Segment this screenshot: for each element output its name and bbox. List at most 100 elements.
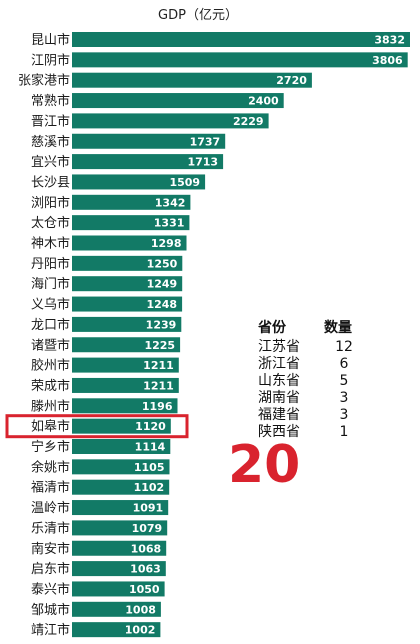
bar: [72, 337, 181, 353]
category-label: 温岭市: [31, 500, 70, 516]
summary-province: 山东省: [258, 373, 300, 389]
category-label: 昆山市: [31, 32, 70, 48]
bar: [72, 154, 224, 170]
bar: [72, 32, 410, 47]
bar: [72, 439, 171, 454]
category-label: 慈溪市: [31, 134, 70, 150]
summary-row: 湖南省 3: [258, 390, 364, 407]
bar: [72, 520, 168, 536]
bar: [72, 561, 166, 577]
category-label: 滕州市: [31, 398, 70, 414]
bar: [72, 622, 161, 638]
summary-province: 江苏省: [258, 339, 300, 355]
bar: [72, 174, 206, 190]
summary-row: 浙江省 6: [258, 356, 364, 373]
bar: [72, 255, 183, 271]
category-label: 诸暨市: [31, 337, 70, 353]
category-label: 常熟市: [31, 93, 70, 109]
value-label: 1737: [190, 135, 221, 148]
rank-annotation: 20: [228, 435, 300, 495]
category-label: 胶州市: [31, 358, 70, 374]
bar: [72, 398, 178, 414]
summary-province: 湖南省: [258, 390, 300, 406]
province-summary-table: 省份 数量 江苏省 12 浙江省 6 山东省 5 湖南省 3 福建省: [258, 320, 368, 441]
value-label: 3832: [374, 34, 405, 47]
bar: [72, 459, 170, 475]
value-label: 1196: [142, 400, 173, 413]
bar: [72, 93, 284, 109]
bar: [72, 540, 167, 556]
summary-header-province: 省份: [258, 320, 286, 336]
value-label: 1249: [147, 278, 178, 291]
category-label: 如皋市: [31, 419, 70, 435]
value-label: 1091: [133, 502, 164, 515]
summary-row: 江苏省 12: [258, 339, 364, 356]
bar: [72, 276, 183, 292]
value-label: 2720: [276, 74, 307, 87]
summary-province: 福建省: [258, 407, 300, 423]
category-label: 宁乡市: [31, 439, 70, 455]
summary-province: 浙江省: [258, 356, 300, 372]
value-label: 1068: [131, 542, 162, 555]
highlight-box: [5, 414, 189, 439]
summary-count: 12: [335, 339, 353, 355]
chart-title: GDP（亿元）: [158, 8, 238, 23]
summary-header-count: 数量: [324, 320, 352, 336]
bar: [72, 235, 187, 251]
bar: [72, 215, 190, 231]
value-label: 2229: [233, 115, 264, 128]
value-label: 1250: [147, 257, 178, 270]
value-label: 1002: [125, 624, 156, 637]
value-label: 1063: [130, 563, 161, 576]
summary-count: 3: [339, 390, 349, 406]
bar: [72, 601, 161, 617]
value-label: 1008: [125, 603, 156, 616]
value-label: 1298: [151, 237, 182, 250]
category-label: 邹城市: [31, 602, 70, 618]
value-label: 2400: [248, 95, 279, 108]
value-label: 1331: [154, 217, 185, 230]
value-label: 1102: [134, 481, 165, 494]
value-label: 1120: [135, 420, 166, 433]
value-label: 1239: [146, 318, 177, 331]
bar: [72, 357, 179, 373]
category-label: 浏阳市: [31, 195, 70, 211]
category-label: 靖江市: [31, 622, 70, 638]
summary-count: 5: [339, 373, 349, 389]
category-label: 太仓市: [31, 215, 70, 231]
bars-layer: [72, 32, 410, 638]
category-label: 宜兴市: [31, 154, 70, 170]
value-labels: 3832380627202400222917371713150913421331…: [125, 34, 405, 637]
bar: [72, 133, 226, 149]
bar: [72, 52, 408, 68]
summary-row: 山东省 5: [258, 373, 364, 390]
summary-row: 福建省 3: [258, 407, 364, 424]
value-label: 1211: [143, 379, 174, 392]
category-label: 晋江市: [31, 113, 70, 129]
summary-province: 陕西省: [258, 424, 300, 440]
category-label: 义乌市: [31, 297, 70, 313]
category-label: 江阴市: [31, 52, 70, 68]
category-label: 南安市: [31, 541, 70, 557]
bar: [72, 418, 171, 434]
summary-row: 陕西省 1: [258, 424, 364, 441]
category-label: 余姚市: [31, 459, 70, 475]
bar: [72, 377, 179, 393]
value-label: 1342: [155, 196, 186, 209]
value-label: 3806: [372, 54, 403, 67]
summary-count: 3: [339, 407, 349, 423]
bar: [72, 500, 169, 516]
summary-count: 6: [339, 356, 349, 372]
category-label: 长沙县: [31, 175, 70, 190]
bar: [72, 194, 191, 210]
value-label: 1509: [169, 176, 200, 189]
value-label: 1225: [144, 339, 175, 352]
bar: [72, 113, 269, 129]
category-label: 神木市: [31, 236, 70, 252]
category-labels: 昆山市江阴市张家港市常熟市晋江市慈溪市宜兴市长沙县浏阳市太仓市神木市丹阳市海门市…: [18, 32, 70, 638]
summary-count: 1: [339, 424, 349, 440]
category-label: 泰兴市: [31, 581, 70, 597]
value-label: 1248: [146, 298, 177, 311]
category-label: 海门市: [31, 276, 70, 292]
